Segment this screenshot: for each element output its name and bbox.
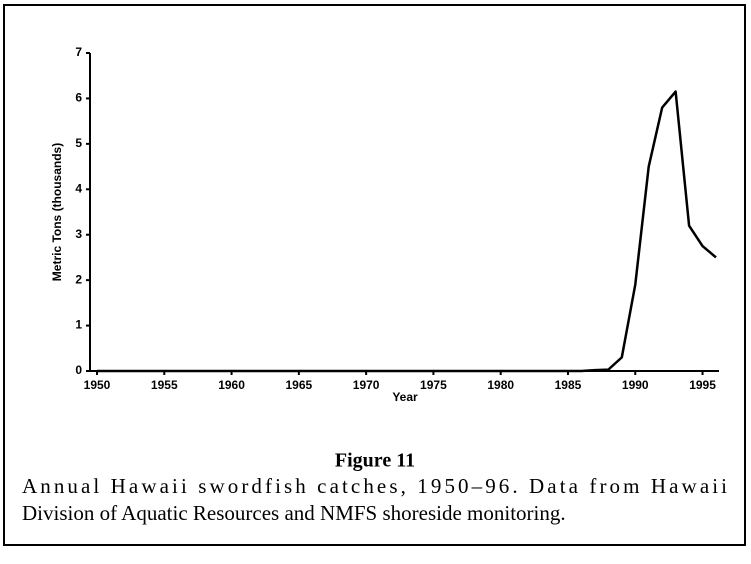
y-tick-label: 5 xyxy=(75,136,82,150)
x-tick-label: 1985 xyxy=(555,378,582,392)
y-tick-label: 3 xyxy=(75,227,82,241)
x-tick-label: 1995 xyxy=(689,378,716,392)
x-tick-label: 1990 xyxy=(622,378,649,392)
x-tick-label: 1960 xyxy=(218,378,245,392)
y-tick-label: 7 xyxy=(75,45,82,59)
y-axis-label: Metric Tons (thousands) xyxy=(50,143,64,281)
y-tick-label: 6 xyxy=(75,91,82,105)
figure-label: Figure 11 xyxy=(335,450,415,472)
x-tick-label: 1955 xyxy=(151,378,178,392)
data-line xyxy=(97,90,717,373)
x-tick-label: 1980 xyxy=(487,378,514,392)
y-tick-label: 4 xyxy=(75,181,82,195)
x-axis-label: Year xyxy=(392,390,418,404)
x-tick-label: 1975 xyxy=(420,378,447,392)
y-tick-label: 0 xyxy=(75,363,82,377)
y-tick-label: 2 xyxy=(75,272,82,286)
x-tick-label: 1965 xyxy=(285,378,312,392)
x-tick-label: 1950 xyxy=(84,378,111,392)
frame xyxy=(3,4,746,546)
y-tick-label: 1 xyxy=(75,318,82,332)
caption-line: Annual Hawaii swordfish catches, 1950–96… xyxy=(22,474,727,498)
caption-line: Division of Aquatic Resources and NMFS s… xyxy=(22,501,566,525)
x-tick-label: 1970 xyxy=(353,378,380,392)
